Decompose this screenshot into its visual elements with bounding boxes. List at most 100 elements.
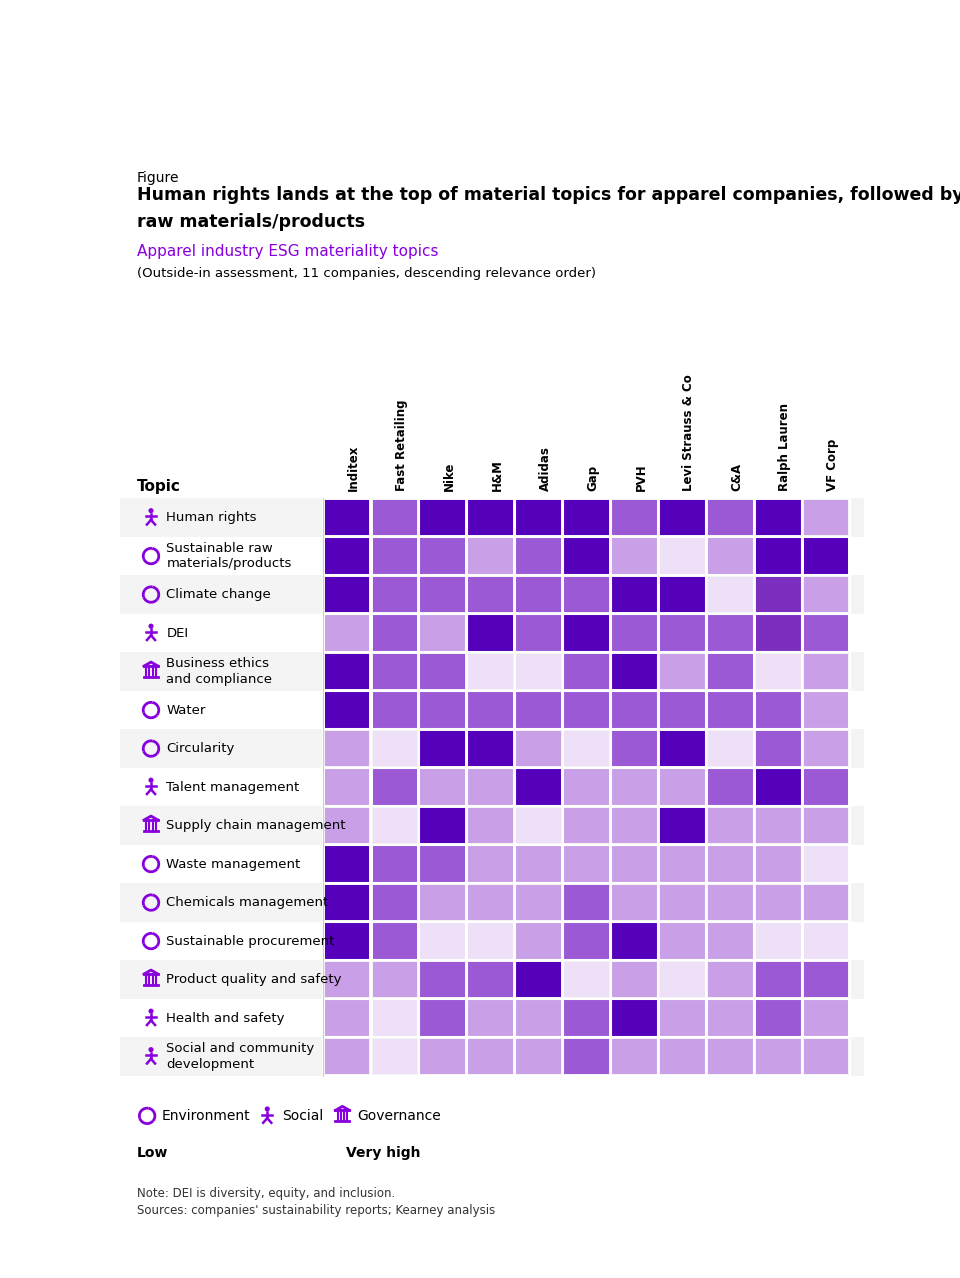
Bar [612,538,657,574]
Bar [265,1148,266,1158]
Bar [372,884,418,920]
Bar [468,884,514,920]
Bar [221,1148,222,1158]
Text: Circularity: Circularity [166,743,235,755]
Bar [245,1148,246,1158]
Bar [756,924,801,958]
Bar [237,1148,238,1158]
Text: Nike: Nike [443,461,456,491]
Bar [228,1148,229,1158]
Bar [254,1148,256,1158]
Bar [334,1148,335,1158]
Bar [756,884,801,920]
Bar [372,924,418,958]
Bar [178,1148,179,1158]
Circle shape [149,777,154,782]
Bar [331,1148,333,1158]
Text: Very high: Very high [347,1146,420,1160]
Bar [324,924,370,958]
Bar [804,924,849,958]
Bar [324,1039,370,1075]
Bar [612,500,657,535]
Bar [468,616,514,651]
Bar [211,1148,212,1158]
Bar [468,731,514,767]
Bar [283,1148,284,1158]
Bar [420,884,466,920]
Bar [468,693,514,727]
Bar [313,1148,314,1158]
Bar [278,1148,280,1158]
Bar [756,576,801,612]
Bar [267,1148,268,1158]
Bar [420,769,466,805]
Bar [324,693,370,727]
Text: Human rights: Human rights [166,511,257,524]
Bar [184,1148,185,1158]
Bar [180,1148,181,1158]
Text: Inditex: Inditex [347,445,360,491]
Bar [287,1148,289,1158]
Bar [323,1148,324,1158]
Bar [324,731,370,767]
Bar [328,1148,329,1158]
Bar [254,1148,255,1158]
Bar [286,1148,288,1158]
Bar [372,846,418,882]
Bar [708,846,753,882]
Bar [300,1148,301,1158]
Bar [516,693,561,727]
Bar [804,731,849,767]
Bar [804,962,849,997]
Bar [226,1148,228,1158]
Bar [372,693,418,727]
Bar [708,731,753,767]
Bar [251,1148,252,1158]
Bar [564,616,609,651]
Bar [372,731,418,767]
Bar [660,962,705,997]
Bar [756,846,801,882]
Bar [292,1148,293,1158]
Bar [305,1148,306,1158]
Bar [660,1001,705,1035]
Text: Waste management: Waste management [166,858,300,870]
Bar [324,1001,370,1035]
Bar [468,576,514,612]
Bar [227,1148,228,1158]
Bar [660,846,705,882]
Bar [660,500,705,535]
Bar [420,576,466,612]
Bar [120,768,864,806]
Bar [316,1148,318,1158]
Bar [420,538,466,574]
Bar [120,960,864,999]
Bar [420,731,466,767]
Bar [516,884,561,920]
Bar [708,538,753,574]
Bar [209,1148,210,1158]
Bar [708,500,753,535]
Bar [302,1148,303,1158]
Bar [564,500,609,535]
Bar [612,654,657,689]
Bar [612,808,657,843]
Bar [217,1148,218,1158]
Bar [420,924,466,958]
Bar [804,808,849,843]
Bar [230,1148,231,1158]
Bar [175,1148,176,1158]
Text: Sources: companies' sustainability reports; Kearney analysis: Sources: companies' sustainability repor… [137,1204,495,1218]
Bar [214,1148,215,1158]
Bar [188,1148,189,1158]
Bar [468,962,514,997]
Bar [194,1148,195,1158]
Bar [210,1148,212,1158]
Bar [242,1148,243,1158]
Bar [193,1148,194,1158]
Bar [222,1148,223,1158]
Bar [372,808,418,843]
Bar [306,1148,307,1158]
Bar [173,1148,175,1158]
Bar [304,1148,305,1158]
